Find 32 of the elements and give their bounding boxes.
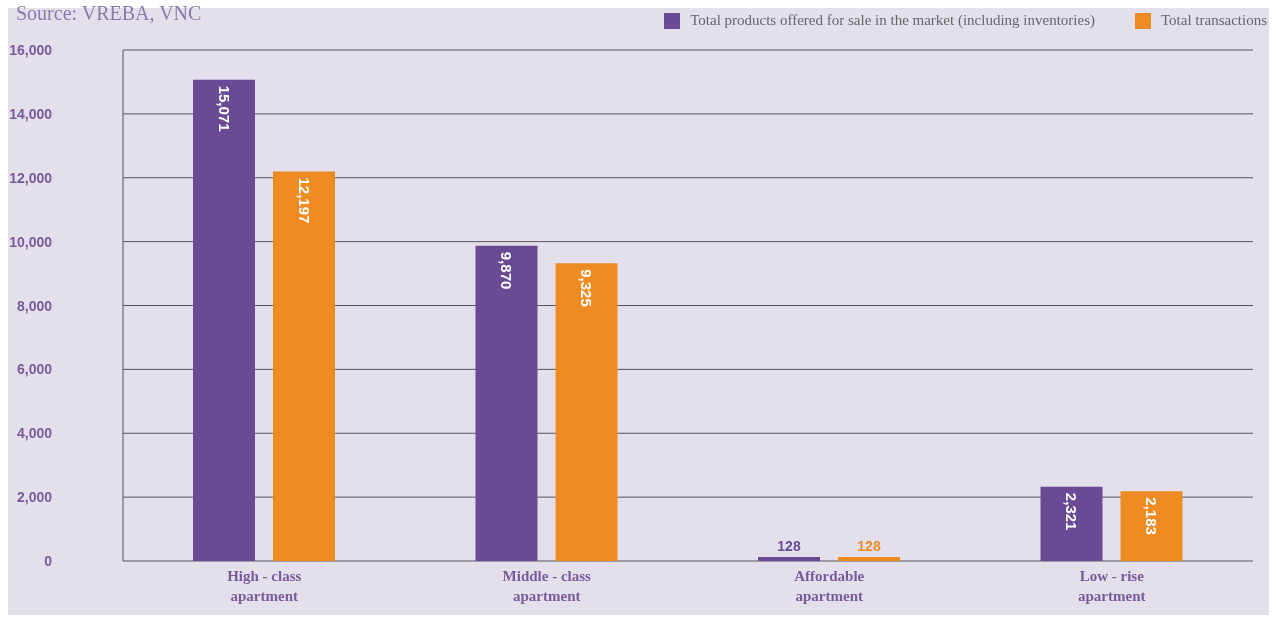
data-label: 128 bbox=[857, 537, 881, 554]
bar bbox=[475, 245, 538, 561]
y-tick-label: 2,000 bbox=[16, 489, 53, 506]
bar bbox=[193, 79, 255, 561]
y-tick-label: 14,000 bbox=[9, 105, 53, 122]
x-tick-label: High - class apartment bbox=[227, 568, 302, 604]
y-tick-label: 6,000 bbox=[16, 361, 53, 378]
data-label: 9,870 bbox=[498, 251, 515, 290]
y-tick-label: 0 bbox=[44, 553, 53, 569]
x-tick-label: Affordable apartment bbox=[794, 568, 865, 604]
data-label: 128 bbox=[777, 537, 801, 554]
data-label: 2,321 bbox=[1063, 492, 1080, 531]
data-label: 15,071 bbox=[215, 85, 233, 132]
bar bbox=[1040, 486, 1103, 561]
bar bbox=[758, 556, 820, 561]
data-label: 12,197 bbox=[295, 177, 313, 224]
bar bbox=[1120, 491, 1183, 561]
y-tick-label: 8,000 bbox=[16, 297, 53, 314]
y-tick-label: 4,000 bbox=[16, 425, 53, 442]
bar bbox=[555, 263, 618, 561]
data-label: 2,183 bbox=[1143, 497, 1160, 535]
x-tick-label: Middle - class apartment bbox=[502, 568, 592, 604]
bar bbox=[273, 171, 335, 561]
bar bbox=[838, 556, 900, 561]
legend-label: Total products offered for sale in the market (including inventories) bbox=[690, 12, 1095, 29]
legend-label: Total transactions bbox=[1160, 12, 1267, 29]
x-tick-label: Low - rise apartment bbox=[1078, 568, 1146, 604]
data-label: 9,325 bbox=[578, 269, 595, 307]
source-note: Source: VREBA, VNC bbox=[16, 2, 202, 25]
y-tick-label: 12,000 bbox=[9, 169, 53, 186]
y-tick-label: 10,000 bbox=[9, 233, 53, 250]
y-tick-label: 16,000 bbox=[9, 42, 53, 58]
